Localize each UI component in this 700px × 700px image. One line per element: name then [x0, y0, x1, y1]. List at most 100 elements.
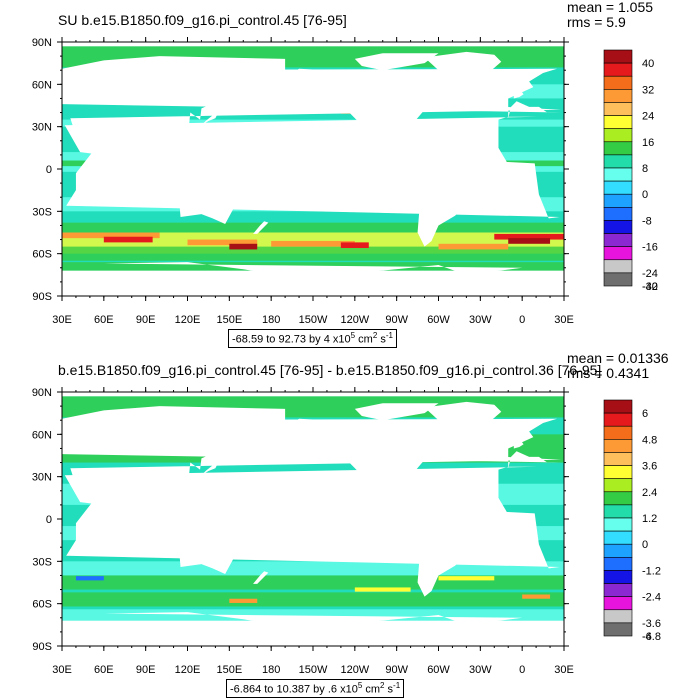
lon-label: 60E [94, 664, 114, 676]
land-samerica [409, 503, 474, 597]
colorbar-swatch [603, 596, 633, 611]
land-australia [179, 534, 234, 575]
colorbar-label: 3.6 [642, 461, 657, 473]
lon-label: 30E [554, 664, 574, 676]
lon-label: 60W [427, 664, 450, 676]
current-streak [522, 594, 551, 599]
current-streak [494, 233, 564, 240]
colorbar-label: -40 [642, 281, 658, 293]
land-europe [0, 69, 59, 118]
land-japan [201, 106, 219, 126]
land-europe [0, 419, 59, 468]
colorbar-swatch [603, 154, 633, 169]
colorbar-swatch [603, 89, 633, 103]
land-namerica [287, 68, 445, 158]
current-streak [271, 240, 355, 247]
current-streak [75, 576, 104, 581]
panel2-mean: mean = 0.01336 [567, 350, 669, 366]
lon-label: 180 [262, 664, 280, 676]
lat-label: 30N [32, 122, 52, 134]
lat-label: 0 [46, 164, 52, 176]
field-band [62, 592, 564, 607]
land-antarctica [0, 612, 20, 646]
land-nz [253, 221, 269, 234]
colorbar-swatch [603, 543, 633, 558]
colorbar-swatch [603, 478, 633, 493]
panel2-range-box: -6.864 to 10.387 by .6 x105 cm2 s-1 [226, 679, 405, 698]
colorbar-swatch [603, 517, 633, 532]
lon-label: 90E [136, 664, 156, 676]
panel1-stats: mean = 1.055 rms = 5.9 [567, 0, 653, 30]
lat-label: 0 [46, 514, 52, 526]
lat-label: 90N [32, 37, 52, 49]
colorbar-label: 16 [642, 137, 654, 149]
lon-label: 60E [94, 314, 114, 326]
current-streak [354, 587, 411, 592]
land-greenland [424, 51, 502, 83]
land-uk [12, 87, 22, 98]
colorbar-label: 40 [642, 58, 654, 70]
colorbar-label: 32 [642, 84, 654, 96]
colorbar-label: 8 [642, 163, 648, 175]
land-europe [62, 418, 562, 469]
lon-label: 30W [469, 664, 492, 676]
colorbar-label: -24 [642, 268, 658, 280]
lat-label: 60S [32, 249, 52, 261]
panel2-title: b.e15.B1850.f09_g16.pi_control.45 [76-95… [58, 362, 602, 378]
field-band [62, 609, 564, 621]
panel1-rms: rms = 5.9 [567, 14, 626, 30]
colorbar-swatch [603, 491, 633, 506]
colorbar-swatch [603, 102, 633, 116]
current-streak [508, 238, 551, 244]
colorbar-label: 0 [642, 539, 648, 551]
colorbar-swatch [603, 452, 633, 466]
panel1-title: SU b.e15.B1850.f09_g16.pi_control.45 [76… [58, 12, 347, 28]
colorbar-swatch [603, 583, 633, 597]
colorbar-swatch [603, 530, 633, 545]
lon-label: 180 [262, 314, 280, 326]
colorbar-swatch [603, 465, 633, 479]
colorbar-label: -16 [642, 242, 658, 254]
land-greenland [424, 401, 502, 433]
land-uk [12, 437, 22, 448]
land-madagascar [81, 537, 90, 555]
lat-label: 60N [32, 429, 52, 441]
lat-label: 60S [32, 599, 52, 611]
land-eurasia [0, 56, 59, 167]
lat-label: 30S [32, 556, 52, 568]
colorbar-label: -2.4 [642, 592, 661, 604]
colorbar-swatch [603, 246, 633, 261]
colorbar-swatch [603, 439, 633, 453]
land-japan [201, 456, 219, 476]
current-streak [62, 232, 160, 239]
lon-label: 0 [519, 314, 525, 326]
panel2-field [0, 392, 564, 646]
land-antarctica [103, 262, 523, 296]
colorbar-swatch [603, 425, 633, 440]
colorbar-label: -4.8 [642, 631, 661, 643]
lon-label: 120W [340, 664, 369, 676]
land-australia [179, 184, 234, 225]
panel2-colorbar: 6 4.8 3.6 2.4 1.2 0 -1.2 -2.4 -3.6-4.8-6 [603, 399, 661, 643]
panel1-field [0, 42, 564, 296]
lon-label: 150E [216, 664, 242, 676]
land-madagascar [81, 187, 90, 205]
lon-label: 60W [427, 314, 450, 326]
lon-label: 90E [136, 314, 156, 326]
colorbar-label: 6 [642, 408, 648, 420]
current-streak [438, 243, 509, 250]
lon-label: 30E [52, 664, 72, 676]
colorbar-swatch [603, 622, 633, 637]
colorbar-label: -6 [642, 631, 652, 643]
land-uk [513, 437, 524, 449]
colorbar-label: 1.2 [642, 513, 657, 525]
colorbar-label: 24 [642, 111, 654, 123]
lat-label: 90S [32, 291, 52, 303]
lat-label: 30S [32, 206, 52, 218]
colorbar-label: 0 [642, 189, 648, 201]
colorbar-swatch [603, 557, 633, 571]
colorbar-swatch [603, 62, 633, 77]
